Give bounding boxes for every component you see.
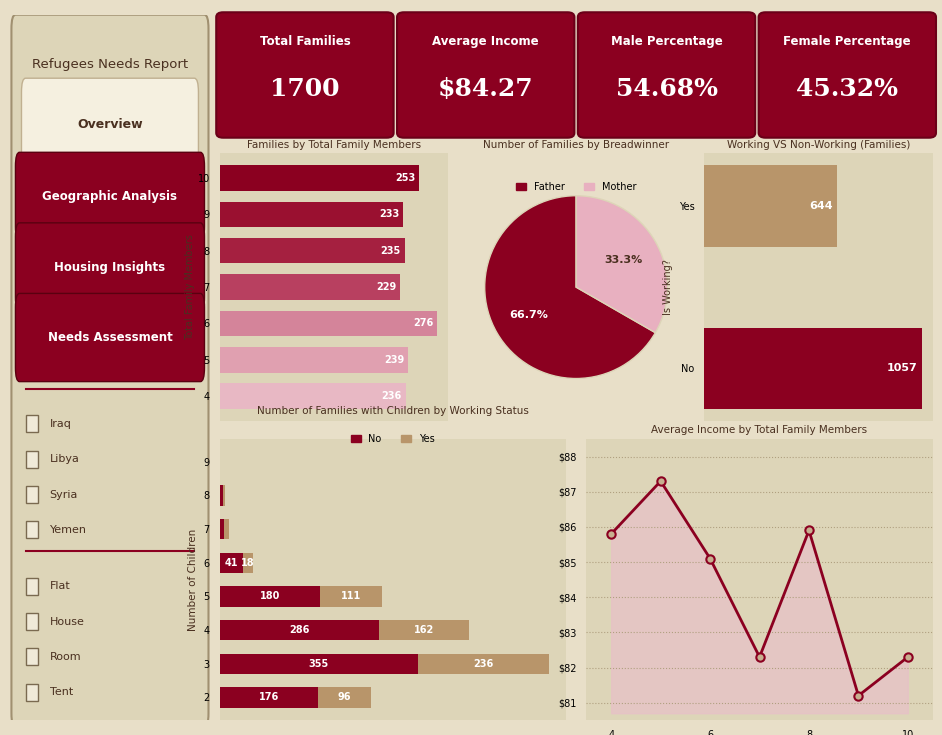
Text: 180: 180 xyxy=(260,592,280,601)
Text: 276: 276 xyxy=(414,318,433,329)
Text: $84.27: $84.27 xyxy=(438,77,533,101)
Text: 54.68%: 54.68% xyxy=(615,77,718,101)
Bar xyxy=(25,613,38,630)
Title: Working VS Non-Working (Families): Working VS Non-Working (Families) xyxy=(726,140,910,150)
Wedge shape xyxy=(577,196,668,333)
Text: Syria: Syria xyxy=(50,490,78,500)
Text: 33.3%: 33.3% xyxy=(605,254,642,265)
Bar xyxy=(704,328,921,409)
Bar xyxy=(25,486,38,503)
Bar xyxy=(219,485,223,506)
Bar xyxy=(219,587,320,606)
FancyBboxPatch shape xyxy=(397,12,575,137)
Text: Geographic Analysis: Geographic Analysis xyxy=(42,190,177,204)
Title: Families by Total Family Members: Families by Total Family Members xyxy=(247,140,421,150)
Text: 41: 41 xyxy=(224,558,237,568)
Text: 286: 286 xyxy=(289,625,310,635)
Bar xyxy=(25,415,38,432)
Bar xyxy=(219,274,400,300)
Text: 1057: 1057 xyxy=(886,363,918,373)
Text: 111: 111 xyxy=(341,592,361,601)
Bar xyxy=(317,687,371,708)
Text: 236: 236 xyxy=(382,391,402,401)
Text: 176: 176 xyxy=(259,692,279,703)
Wedge shape xyxy=(485,196,656,379)
Text: 162: 162 xyxy=(414,625,434,635)
Text: 236: 236 xyxy=(473,659,494,669)
Bar xyxy=(219,311,437,336)
Y-axis label: Is Working?: Is Working? xyxy=(663,259,673,315)
Bar xyxy=(379,620,469,640)
Text: 96: 96 xyxy=(338,692,351,703)
Text: Refugees Needs Report: Refugees Needs Report xyxy=(32,57,188,71)
Bar xyxy=(219,384,406,409)
Text: 355: 355 xyxy=(309,659,329,669)
Bar xyxy=(25,684,38,700)
Bar xyxy=(704,165,836,246)
Text: House: House xyxy=(50,617,85,626)
Y-axis label: Total Family Members: Total Family Members xyxy=(185,234,195,340)
FancyBboxPatch shape xyxy=(577,12,755,137)
Text: Iraq: Iraq xyxy=(50,419,72,429)
Text: Overview: Overview xyxy=(77,118,143,131)
Bar xyxy=(219,553,242,573)
Text: Male Percentage: Male Percentage xyxy=(610,35,723,48)
FancyBboxPatch shape xyxy=(15,223,204,311)
Legend: Father, Mother: Father, Mother xyxy=(512,178,640,196)
Bar xyxy=(25,578,38,595)
Text: Total Families: Total Families xyxy=(260,35,350,48)
Title: Number of Families with Children by Working Status: Number of Families with Children by Work… xyxy=(257,406,528,416)
Text: Average Income: Average Income xyxy=(432,35,539,48)
Text: Libya: Libya xyxy=(50,454,79,465)
Text: Needs Assessment: Needs Assessment xyxy=(48,331,172,345)
Legend: No, Yes: No, Yes xyxy=(347,430,438,448)
FancyBboxPatch shape xyxy=(22,78,199,170)
Bar xyxy=(223,485,225,506)
Text: 644: 644 xyxy=(809,201,833,211)
Title: Number of Families by Breadwinner: Number of Families by Breadwinner xyxy=(483,140,669,150)
Text: 18: 18 xyxy=(241,558,254,568)
Bar xyxy=(219,519,224,539)
Text: 239: 239 xyxy=(384,355,404,365)
Bar xyxy=(224,519,229,539)
FancyBboxPatch shape xyxy=(15,152,204,240)
Text: 233: 233 xyxy=(380,209,399,220)
Bar xyxy=(219,653,417,674)
Bar xyxy=(242,553,252,573)
Y-axis label: Number of Children: Number of Children xyxy=(188,528,198,631)
Bar xyxy=(219,620,379,640)
FancyBboxPatch shape xyxy=(217,12,394,137)
Text: 229: 229 xyxy=(376,282,397,292)
Text: Yemen: Yemen xyxy=(50,525,87,535)
Bar xyxy=(25,521,38,538)
Text: Tent: Tent xyxy=(50,687,73,697)
FancyBboxPatch shape xyxy=(758,12,936,137)
Text: 45.32%: 45.32% xyxy=(796,77,899,101)
Bar xyxy=(25,451,38,467)
Text: 253: 253 xyxy=(395,173,415,183)
Bar xyxy=(219,347,408,373)
FancyBboxPatch shape xyxy=(11,15,208,728)
Text: 66.7%: 66.7% xyxy=(510,309,548,320)
Text: 1700: 1700 xyxy=(270,77,340,101)
FancyBboxPatch shape xyxy=(15,293,204,381)
Text: Female Percentage: Female Percentage xyxy=(784,35,911,48)
Text: 235: 235 xyxy=(381,245,401,256)
Text: Room: Room xyxy=(50,652,81,662)
Bar xyxy=(25,648,38,665)
Bar xyxy=(219,201,403,227)
Text: Flat: Flat xyxy=(50,581,71,591)
Bar xyxy=(219,238,405,263)
Text: Housing Insights: Housing Insights xyxy=(55,261,166,274)
Bar xyxy=(417,653,549,674)
Bar xyxy=(219,687,317,708)
Title: Average Income by Total Family Members: Average Income by Total Family Members xyxy=(652,426,868,435)
Bar xyxy=(219,165,419,191)
Bar xyxy=(320,587,382,606)
